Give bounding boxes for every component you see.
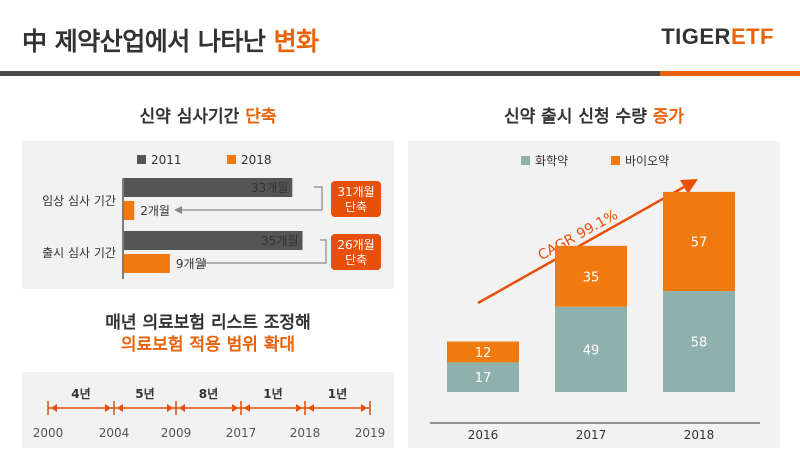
insurance-title-line1: 매년 의료보험 리스트 조정해 — [105, 313, 311, 333]
timeline-interval-label: 5년 — [135, 387, 154, 401]
approvals-panel: 화학약 바이오약 CAGR 99.1% 17 12 2016 49 35 2017 58 57… — [408, 141, 780, 448]
reduction-badge-launch-line1: 26개월 — [337, 238, 374, 252]
bar-2018-chemical — [663, 291, 735, 392]
brand-logo: TIGERETF — [661, 24, 774, 50]
reduction-arrowhead-launch — [198, 259, 206, 267]
timeline-year-2000: 2000 — [33, 426, 64, 440]
bar-2016-chemical — [447, 362, 519, 392]
timeline-interval-label: 1년 — [263, 387, 282, 401]
timeline-arrowhead-left — [51, 404, 57, 412]
value-label-clinical-2011: 33개월 — [251, 181, 288, 195]
timeline-year-2017: 2017 — [226, 426, 257, 440]
x-tick-label-2018: 2018 — [684, 428, 715, 442]
insurance-section-title: 매년 의료보험 리스트 조정해 의료보험 적용 범위 확대 — [22, 312, 394, 356]
timeline-arrowhead-left — [179, 404, 185, 412]
approvals-chart: 화학약 바이오약 CAGR 99.1% 17122016493520175857… — [430, 153, 760, 442]
legend-swatch-2018 — [227, 155, 236, 164]
timeline-interval-label: 4년 — [71, 387, 90, 401]
reduction-arrow-clinical — [180, 186, 323, 211]
approvals-section-title: 신약 출시 신청 수량 증가 — [408, 102, 780, 127]
reduction-badge-clinical — [331, 181, 381, 217]
timeline-arrowhead-left — [308, 404, 314, 412]
bar-2017-chemical — [555, 306, 627, 392]
bar-launch-2018 — [124, 254, 170, 273]
bar-clinical-2018 — [124, 201, 135, 220]
insurance-timeline: 2000 2004 2009 2017 2018 2019 4년 5년 8년 1년 1년 — [33, 387, 386, 440]
timeline-arrowhead-right — [167, 404, 173, 412]
value-label-launch-2018: 9개월 — [176, 257, 206, 271]
legend-label-2011: 2011 — [151, 153, 182, 167]
bar-value-label: 35 — [583, 270, 600, 285]
brand-logo-part2: ETF — [730, 24, 774, 49]
timeline-arrowhead-left — [244, 404, 250, 412]
timeline-interval-label: 8년 — [199, 387, 218, 401]
approvals-title-highlight: 증가 — [652, 107, 685, 127]
x-tick-label-2017: 2017 — [576, 428, 607, 442]
timeline-year-2018: 2018 — [290, 426, 321, 440]
insurance-panel: 2000 2004 2009 2017 2018 2019 4년 5년 8년 1년 1년 — [22, 372, 394, 448]
reduction-arrow-launch — [204, 239, 327, 264]
legend-label-bio: 바이오약 — [625, 153, 669, 168]
bar-clinical-2011 — [124, 178, 293, 197]
bar-value-label: 17 — [475, 371, 492, 386]
value-label-launch-2011: 35개월 — [261, 234, 298, 248]
bar-value-label: 49 — [583, 343, 600, 358]
review-section-title: 신약 심사기간 단축 — [22, 102, 394, 127]
row-label-clinical: 임상 심사 기간 — [42, 194, 116, 208]
bar-2018-bio — [663, 191, 735, 292]
timeline-year-2009: 2009 — [161, 426, 192, 440]
legend-label-chemical: 화학약 — [535, 153, 568, 168]
reduction-arrowhead-clinical — [174, 206, 182, 214]
legend-swatch-chemical — [521, 156, 530, 165]
reduction-badge-launch-line2: 단축 — [345, 253, 367, 267]
timeline-year-2019: 2019 — [355, 426, 386, 440]
reduction-badge-clinical-line2: 단축 — [345, 200, 367, 214]
review-title-main: 신약 심사기간 — [139, 107, 246, 127]
timeline-arrowhead-right — [296, 404, 302, 412]
timeline-arrowhead-left — [117, 404, 123, 412]
bar-value-label: 58 — [691, 336, 708, 351]
page-title: 中 제약산업에서 나타난 변화 — [22, 22, 319, 58]
brand-logo-part1: TIGER — [661, 24, 731, 49]
legend-swatch-2011 — [137, 155, 146, 164]
page-title-main: 中 제약산업에서 나타난 — [22, 27, 274, 56]
bar-value-label: 57 — [691, 235, 708, 250]
bar-2017-bio — [555, 245, 627, 307]
bar-value-label: 12 — [475, 346, 492, 361]
reduction-badge-launch — [331, 234, 381, 270]
row-label-launch: 출시 심사 기간 — [42, 246, 116, 260]
x-tick-label-2016: 2016 — [468, 428, 499, 442]
header-divider — [0, 71, 800, 76]
reduction-badge-clinical-line1: 31개월 — [337, 185, 374, 199]
timeline-arrowhead-right — [361, 404, 367, 412]
header-divider-accent — [660, 71, 800, 76]
timeline-arrowhead-right — [105, 404, 111, 412]
legend-swatch-bio — [611, 156, 620, 165]
cagr-arrow-line — [477, 185, 685, 305]
approvals-title-main: 신약 출시 신청 수량 — [503, 107, 653, 127]
value-label-clinical-2018: 2개월 — [140, 204, 170, 218]
timeline-year-2004: 2004 — [99, 426, 130, 440]
review-chart: 2011 2018 임상 심사 기간 33개월 2개월 31개월 단축 출시 심… — [42, 153, 381, 279]
bar-2016-bio — [447, 341, 519, 363]
page-title-highlight: 변화 — [273, 27, 320, 56]
timeline-arrowhead-right — [232, 404, 238, 412]
review-title-highlight: 단축 — [245, 107, 277, 127]
bar-launch-2011 — [124, 231, 303, 250]
header: 中 제약산업에서 나타난 변화 TIGERETF — [0, 0, 800, 78]
review-panel: 2011 2018 임상 심사 기간 33개월 2개월 31개월 단축 출시 심… — [22, 141, 394, 289]
legend-label-2018: 2018 — [241, 153, 272, 167]
cagr-arrowhead — [680, 179, 698, 194]
timeline-interval-label: 1년 — [328, 387, 347, 401]
insurance-title-line2: 의료보험 적용 범위 확대 — [120, 335, 296, 355]
